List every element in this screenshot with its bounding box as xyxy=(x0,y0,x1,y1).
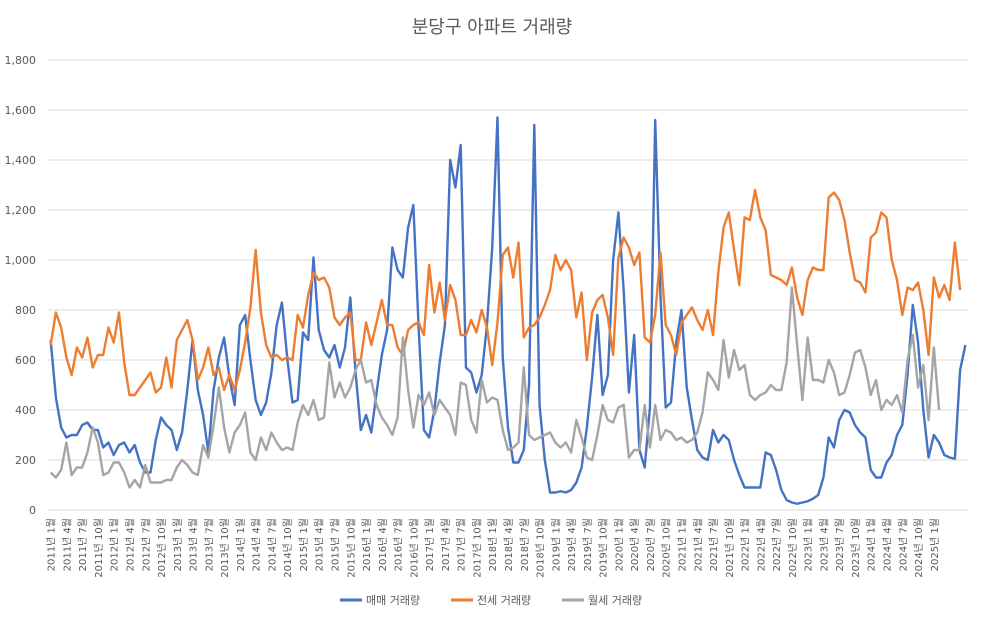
x-tick-label: 2013년 7월 xyxy=(203,518,215,571)
x-tick-label: 2019년 1월 xyxy=(550,518,562,571)
x-tick-label: 2011년 10월 xyxy=(93,518,105,578)
x-tick-label: 2013년 10월 xyxy=(219,518,231,578)
x-tick-label: 2017년 4월 xyxy=(440,518,452,571)
x-tick-label: 2022년 4월 xyxy=(755,518,767,571)
x-tick-label: 2015년 4월 xyxy=(314,518,326,571)
x-tick-label: 2020년 7월 xyxy=(645,518,657,571)
x-tick-label: 2020년 10월 xyxy=(661,518,673,578)
x-tick-label: 2020년 4월 xyxy=(629,518,641,571)
x-tick-label: 2022년 10월 xyxy=(787,518,799,578)
x-tick-label: 2016년 4월 xyxy=(377,518,389,571)
chart-title: 분당구 아파트 거래량 xyxy=(412,17,572,38)
x-tick-label: 2019년 7월 xyxy=(582,518,594,571)
x-tick-label: 2014년 4월 xyxy=(251,518,263,571)
x-axis: 2011년 1월 2011년 4월 2011년 7월 2011년 10월 2012년 1… xyxy=(46,518,941,578)
x-tick-label: 2021년 10월 xyxy=(724,518,736,578)
x-tick-label: 2018년 1월 xyxy=(487,518,499,571)
legend-label-0: 매매 거래량 xyxy=(366,594,420,607)
x-tick-label: 2022년 7월 xyxy=(771,518,783,571)
y-tick-label: 400 xyxy=(15,404,36,417)
y-tick-label: 1,200 xyxy=(5,204,37,217)
x-tick-label: 2019년 4월 xyxy=(566,518,578,571)
x-tick-label: 2011년 1월 xyxy=(46,518,58,571)
x-tick-label: 2021년 7월 xyxy=(708,518,720,571)
x-tick-label: 2013년 1월 xyxy=(172,518,184,571)
legend: 매매 거래량 전세 거래량 월세 거래량 xyxy=(340,594,642,607)
x-tick-label: 2025년 1월 xyxy=(929,518,941,571)
x-tick-label: 2016년 1월 xyxy=(361,518,373,571)
x-tick-label: 2018년 10월 xyxy=(535,518,547,578)
series-line-1 xyxy=(49,188,962,397)
x-tick-label: 2013년 4월 xyxy=(188,518,200,571)
x-tick-label: 2019년 10월 xyxy=(598,518,610,578)
x-tick-label: 2012년 10월 xyxy=(156,518,168,578)
x-tick-label: 2024년 10월 xyxy=(913,518,925,578)
y-tick-label: 1,800 xyxy=(5,54,37,67)
x-tick-label: 2024년 4월 xyxy=(882,518,894,571)
x-tick-label: 2021년 4월 xyxy=(692,518,704,571)
x-tick-label: 2023년 10월 xyxy=(850,518,862,578)
y-tick-label: 1,000 xyxy=(5,254,37,267)
x-tick-label: 2020년 1월 xyxy=(613,518,625,571)
y-tick-label: 800 xyxy=(15,304,36,317)
legend-label-1: 전세 거래량 xyxy=(477,594,531,607)
x-tick-label: 2012년 4월 xyxy=(124,518,136,571)
y-tick-label: 600 xyxy=(15,354,36,367)
x-tick-label: 2014년 7월 xyxy=(266,518,278,571)
y-tick-label: 200 xyxy=(15,454,36,467)
x-tick-label: 2024년 7월 xyxy=(897,518,909,571)
y-tick-label: 1,600 xyxy=(5,104,37,117)
x-tick-label: 2015년 1월 xyxy=(298,518,310,571)
x-tick-label: 2023년 1월 xyxy=(803,518,815,571)
x-tick-label: 2018년 7월 xyxy=(519,518,531,571)
x-tick-label: 2024년 1월 xyxy=(866,518,878,571)
x-tick-label: 2017년 7월 xyxy=(456,518,468,571)
x-tick-label: 2012년 1월 xyxy=(109,518,121,571)
series-line-0 xyxy=(49,116,967,505)
x-tick-label: 2014년 1월 xyxy=(235,518,247,571)
x-tick-label: 2016년 10월 xyxy=(408,518,420,578)
x-tick-label: 2017년 10월 xyxy=(471,518,483,578)
series-lines xyxy=(49,116,967,505)
x-tick-label: 2015년 7월 xyxy=(330,518,342,571)
x-tick-label: 2023년 7월 xyxy=(834,518,846,571)
x-tick-label: 2021년 1월 xyxy=(676,518,688,571)
y-tick-label: 1,400 xyxy=(5,154,37,167)
x-tick-label: 2018년 4월 xyxy=(503,518,515,571)
x-tick-label: 2011년 7월 xyxy=(77,518,89,571)
x-tick-label: 2014년 10월 xyxy=(282,518,294,578)
x-tick-label: 2015년 10월 xyxy=(345,518,357,578)
x-tick-label: 2016년 7월 xyxy=(393,518,405,571)
x-tick-label: 2012년 7월 xyxy=(140,518,152,571)
x-tick-label: 2023년 4월 xyxy=(818,518,830,571)
series-line-2 xyxy=(49,286,941,489)
legend-label-2: 월세 거래량 xyxy=(588,594,642,607)
x-tick-label: 2022년 1월 xyxy=(740,518,752,571)
x-tick-label: 2017년 1월 xyxy=(424,518,436,571)
x-tick-label: 2011년 4월 xyxy=(61,518,73,571)
y-tick-label: 0 xyxy=(29,504,36,517)
y-axis-ticks: 0 200 400 600 800 1,000 1,200 1,400 1,600 1,800 xyxy=(5,54,37,517)
